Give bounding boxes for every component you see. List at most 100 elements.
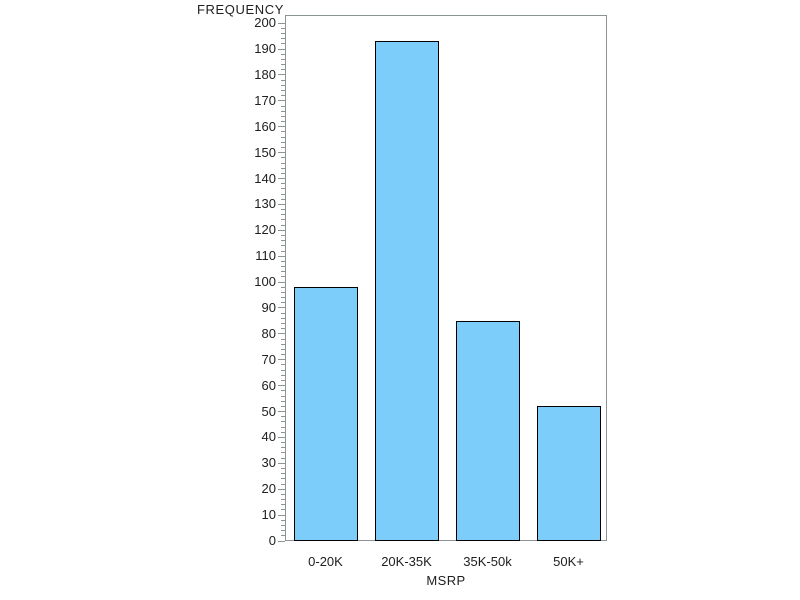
x-axis-title: MSRP [426,573,466,588]
y-major-tick [278,359,285,361]
x-tick-label: 20K-35K [381,554,432,569]
y-tick-label: 170 [254,92,276,108]
y-minor-tick [281,157,285,159]
y-minor-tick [281,131,285,133]
y-minor-tick [281,447,285,449]
y-tick-label: 120 [254,222,276,238]
y-minor-tick [281,390,285,392]
y-minor-tick [281,79,285,81]
y-minor-tick [281,483,285,485]
y-tick-label: 100 [254,274,276,290]
y-tick-label: 50 [261,403,276,419]
y-minor-tick [281,405,285,407]
x-tick-label: 35K-50k [463,554,512,569]
y-minor-tick [281,478,285,480]
y-minor-tick [281,53,285,55]
y-major-tick [278,307,285,309]
y-minor-tick [281,167,285,169]
y-minor-tick [281,291,285,293]
y-major-tick [278,178,285,180]
y-minor-tick [281,457,285,459]
y-major-tick [278,48,285,50]
y-tick-label: 40 [261,429,276,445]
y-minor-tick [281,535,285,537]
y-minor-tick [281,43,285,45]
y-minor-tick [281,416,285,418]
y-minor-tick [281,146,285,148]
y-major-tick [278,22,285,24]
y-minor-tick [281,297,285,299]
y-minor-tick [281,121,285,123]
y-tick-label: 90 [261,299,276,315]
y-major-tick [278,229,285,231]
y-minor-tick [281,95,285,97]
y-minor-tick [281,431,285,433]
y-minor-tick [281,58,285,60]
y-tick-label: 80 [261,325,276,341]
y-tick-label: 150 [254,144,276,160]
y-minor-tick [281,317,285,319]
y-tick-label: 110 [255,248,276,264]
y-minor-tick [281,473,285,475]
y-minor-tick [281,343,285,345]
y-tick-label: 70 [261,351,276,367]
y-tick-label: 30 [261,455,276,471]
y-minor-tick [281,245,285,247]
bar-50K+ [536,406,601,541]
y-minor-tick [281,271,285,273]
y-major-tick [278,436,285,438]
bar-35K-50k [455,320,520,541]
y-minor-tick [281,33,285,35]
y-tick-label: 200 [254,15,276,31]
y-major-tick [278,152,285,154]
y-tick-label: 190 [254,41,276,57]
y-tick-label: 140 [254,170,276,186]
y-major-tick [278,281,285,283]
y-minor-tick [281,442,285,444]
y-minor-tick [281,234,285,236]
y-minor-tick [281,530,285,532]
y-minor-tick [281,421,285,423]
y-minor-tick [281,276,285,278]
y-minor-tick [281,364,285,366]
y-tick-label: 0 [268,533,276,548]
y-minor-tick [281,250,285,252]
y-axis-title: FREQUENCY [197,2,285,17]
y-minor-tick [281,183,285,185]
y-tick-label: 60 [261,377,276,393]
y-major-tick [278,411,285,413]
y-minor-tick [281,369,285,371]
y-minor-tick [281,240,285,242]
bar-0-20K [293,287,358,541]
y-minor-tick [281,69,285,71]
y-minor-tick [281,219,285,221]
y-minor-tick [281,400,285,402]
y-major-tick [278,255,285,257]
y-minor-tick [281,198,285,200]
y-major-tick [278,203,285,205]
y-tick-label: 160 [254,118,276,134]
y-minor-tick [281,286,285,288]
y-minor-tick [281,354,285,356]
y-minor-tick [281,374,285,376]
y-minor-tick [281,214,285,216]
x-tick-label: 50K+ [553,554,584,569]
y-minor-tick [281,468,285,469]
y-minor-tick [281,84,285,86]
y-minor-tick [281,379,285,381]
y-major-tick [278,514,285,516]
y-minor-tick [281,395,285,397]
y-minor-tick [281,105,285,107]
y-minor-tick [281,110,285,112]
y-minor-tick [281,348,285,350]
y-minor-tick [281,162,285,164]
y-minor-tick [281,499,285,501]
y-major-tick [278,540,285,542]
y-minor-tick [281,312,285,314]
bar-20K-35K [374,41,439,541]
x-tick-label: 0-20K [308,554,343,569]
y-minor-tick [281,209,285,211]
y-minor-tick [281,38,285,40]
y-minor-tick [281,136,285,138]
